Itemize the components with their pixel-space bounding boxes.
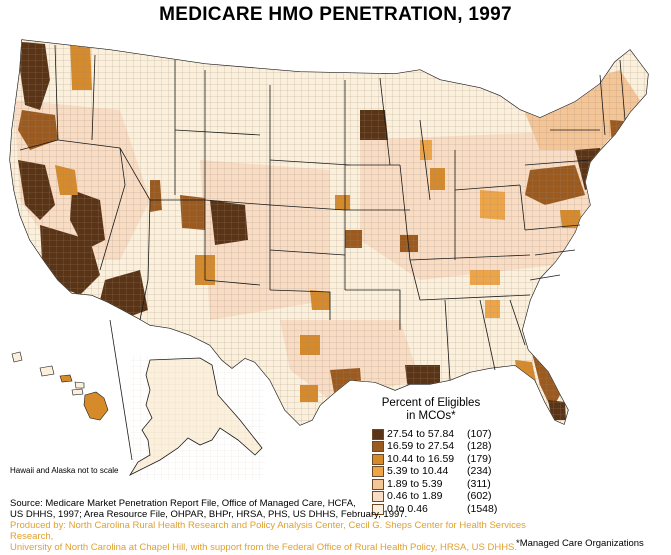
state-boundaries — [19, 44, 626, 381]
legend-swatch — [372, 503, 384, 515]
legend-item: 5.39 to 10.44 (234) — [372, 465, 502, 479]
inset-divider — [109, 319, 133, 461]
legend-title: Percent of Eligibles in MCOs* — [381, 397, 481, 422]
inset-scale-note: Hawaii and Alaska not to scale — [10, 466, 119, 475]
legend-swatch — [372, 478, 384, 490]
legend-swatch — [372, 491, 384, 503]
source-citation: Source: Medicare Market Penetration Repo… — [10, 498, 530, 553]
legend-item: 0 to 0.46 (1548) — [372, 503, 502, 516]
producer-credit: Produced by: North Carolina Rural Health… — [10, 520, 526, 542]
legend-swatch — [372, 466, 384, 478]
legend-item: 16.59 to 27.54 (128) — [372, 440, 502, 454]
legend-item: 27.54 to 57.84 (107) — [372, 428, 502, 441]
producer-credit: University of North Carolina at Chapel H… — [10, 542, 518, 553]
legend-item: 1.89 to 5.39 (311) — [372, 478, 502, 491]
footnote: *Managed Care Organizations — [516, 538, 644, 549]
legend-swatch — [372, 441, 384, 453]
legend-swatch — [372, 428, 384, 440]
map-title: MEDICARE HMO PENETRATION, 1997 — [159, 4, 512, 25]
legend-item: 10.44 to 16.59 (179) — [372, 453, 502, 466]
hawaii-inset — [11, 351, 109, 421]
legend: Percent of Eligibles in MCOs* 27.54 to 5… — [372, 397, 502, 516]
legend-swatch — [372, 453, 384, 465]
legend-item: 0.46 to 1.89 (602) — [372, 490, 502, 504]
